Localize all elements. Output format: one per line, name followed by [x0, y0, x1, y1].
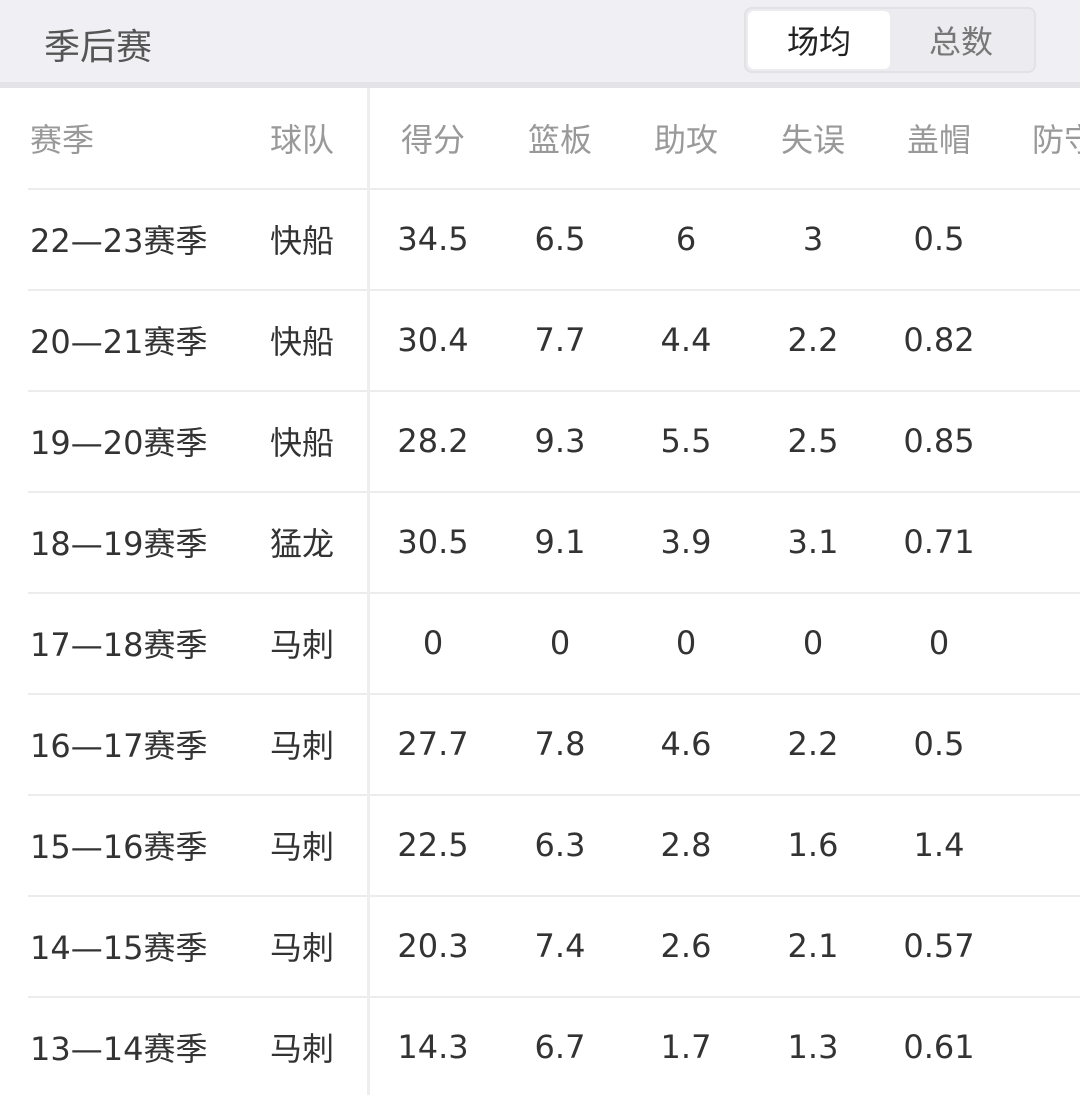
- cell-team: 马刺: [269, 928, 334, 967]
- cell-rebounds: 9.1: [534, 522, 586, 561]
- table-row[interactable]: 15—16赛季 马刺 22.5 6.3 2.8 1.6 1.4: [0, 794, 1080, 895]
- cell-blocks: 0.82: [903, 320, 975, 359]
- header-defense[interactable]: 防守: [1032, 121, 1080, 159]
- cell-points: 28.2: [397, 421, 469, 460]
- cell-team: 猛龙: [269, 524, 334, 563]
- cell-assists: 5.5: [660, 421, 712, 460]
- header-season[interactable]: 赛季: [30, 121, 95, 159]
- cell-blocks: 0: [928, 623, 950, 662]
- cell-turnovers: 2.1: [787, 926, 839, 965]
- cell-season: 15—16赛季: [30, 827, 208, 866]
- cell-rebounds: 7.4: [534, 926, 586, 965]
- cell-points: 27.7: [397, 724, 469, 763]
- cell-blocks: 0.57: [903, 926, 975, 965]
- cell-points: 0: [422, 623, 444, 662]
- cell-team: 马刺: [269, 1029, 334, 1068]
- cell-turnovers: 3: [802, 219, 824, 258]
- cell-blocks: 1.4: [913, 825, 965, 864]
- cell-rebounds: 0: [549, 623, 571, 662]
- cell-points: 30.4: [397, 320, 469, 359]
- tab-totals[interactable]: 总数: [928, 23, 993, 61]
- cell-blocks: 0.5: [913, 724, 965, 763]
- table-row[interactable]: 18—19赛季 猛龙 30.5 9.1 3.9 3.1 0.71: [0, 491, 1080, 592]
- stat-mode-toggle[interactable]: 场均 总数: [744, 7, 1036, 73]
- header-turnovers[interactable]: 失误: [780, 121, 845, 159]
- cell-team: 快船: [269, 322, 334, 361]
- cell-team: 马刺: [269, 625, 334, 664]
- cell-team: 马刺: [269, 827, 334, 866]
- cell-points: 20.3: [397, 926, 469, 965]
- table-row[interactable]: 22—23赛季 快船 34.5 6.5 6 3 0.5: [0, 188, 1080, 289]
- table-row[interactable]: 16—17赛季 马刺 27.7 7.8 4.6 2.2 0.5: [0, 693, 1080, 794]
- cell-blocks: 0.5: [913, 219, 965, 258]
- top-bar: 季后赛 场均 总数: [0, 0, 1080, 82]
- cell-rebounds: 6.7: [534, 1027, 586, 1066]
- cell-rebounds: 6.5: [534, 219, 586, 258]
- cell-points: 14.3: [397, 1027, 469, 1066]
- cell-assists: 2.8: [660, 825, 712, 864]
- cell-turnovers: 2.2: [787, 724, 839, 763]
- cell-turnovers: 1.6: [787, 825, 839, 864]
- cell-points: 30.5: [397, 522, 469, 561]
- cell-season: 19—20赛季: [30, 423, 208, 462]
- table-row[interactable]: 13—14赛季 马刺 14.3 6.7 1.7 1.3 0.61: [0, 996, 1080, 1097]
- table-row[interactable]: 20—21赛季 快船 30.4 7.7 4.4 2.2 0.82: [0, 289, 1080, 390]
- cell-assists: 1.7: [660, 1027, 712, 1066]
- frozen-column-divider: [367, 88, 370, 1095]
- cell-season: 16—17赛季: [30, 726, 208, 765]
- divider: [0, 82, 1080, 88]
- cell-turnovers: 0: [802, 623, 824, 662]
- header-team[interactable]: 球队: [269, 121, 334, 159]
- cell-team: 马刺: [269, 726, 334, 765]
- tab-per-game[interactable]: 场均: [748, 11, 890, 69]
- cell-blocks: 0.61: [903, 1027, 975, 1066]
- cell-season: 17—18赛季: [30, 625, 208, 664]
- cell-season: 13—14赛季: [30, 1029, 208, 1068]
- cell-points: 22.5: [397, 825, 469, 864]
- header-blocks[interactable]: 盖帽: [906, 121, 971, 159]
- cell-blocks: 0.71: [903, 522, 975, 561]
- table-row[interactable]: 17—18赛季 马刺 0 0 0 0 0: [0, 592, 1080, 693]
- cell-assists: 2.6: [660, 926, 712, 965]
- cell-turnovers: 2.2: [787, 320, 839, 359]
- cell-assists: 3.9: [660, 522, 712, 561]
- cell-assists: 4.4: [660, 320, 712, 359]
- cell-team: 快船: [269, 221, 334, 260]
- cell-season: 18—19赛季: [30, 524, 208, 563]
- cell-rebounds: 7.8: [534, 724, 586, 763]
- cell-rebounds: 9.3: [534, 421, 586, 460]
- cell-rebounds: 6.3: [534, 825, 586, 864]
- cell-blocks: 0.85: [903, 421, 975, 460]
- cell-season: 14—15赛季: [30, 928, 208, 967]
- cell-assists: 4.6: [660, 724, 712, 763]
- table-row[interactable]: 14—15赛季 马刺 20.3 7.4 2.6 2.1 0.57: [0, 895, 1080, 996]
- cell-rebounds: 7.7: [534, 320, 586, 359]
- header-assists[interactable]: 助攻: [653, 121, 718, 159]
- cell-season: 22—23赛季: [30, 221, 208, 260]
- header-points[interactable]: 得分: [400, 121, 465, 159]
- table-header: 赛季 球队 得分 篮板 助攻 失误 盖帽 防守: [0, 88, 1080, 188]
- cell-points: 34.5: [397, 219, 469, 258]
- cell-turnovers: 1.3: [787, 1027, 839, 1066]
- cell-assists: 0: [675, 623, 697, 662]
- cell-turnovers: 3.1: [787, 522, 839, 561]
- stats-table: 赛季球队得分篮板助攻失误盖帽防守22—23赛季快船34.56.5630.520—…: [0, 88, 1080, 1097]
- cell-assists: 6: [675, 219, 697, 258]
- page-title: 季后赛: [44, 27, 153, 68]
- cell-team: 快船: [269, 423, 334, 462]
- header-rebounds[interactable]: 篮板: [527, 121, 592, 159]
- cell-turnovers: 2.5: [787, 421, 839, 460]
- table-row[interactable]: 19—20赛季 快船 28.2 9.3 5.5 2.5 0.85: [0, 390, 1080, 491]
- cell-season: 20—21赛季: [30, 322, 208, 361]
